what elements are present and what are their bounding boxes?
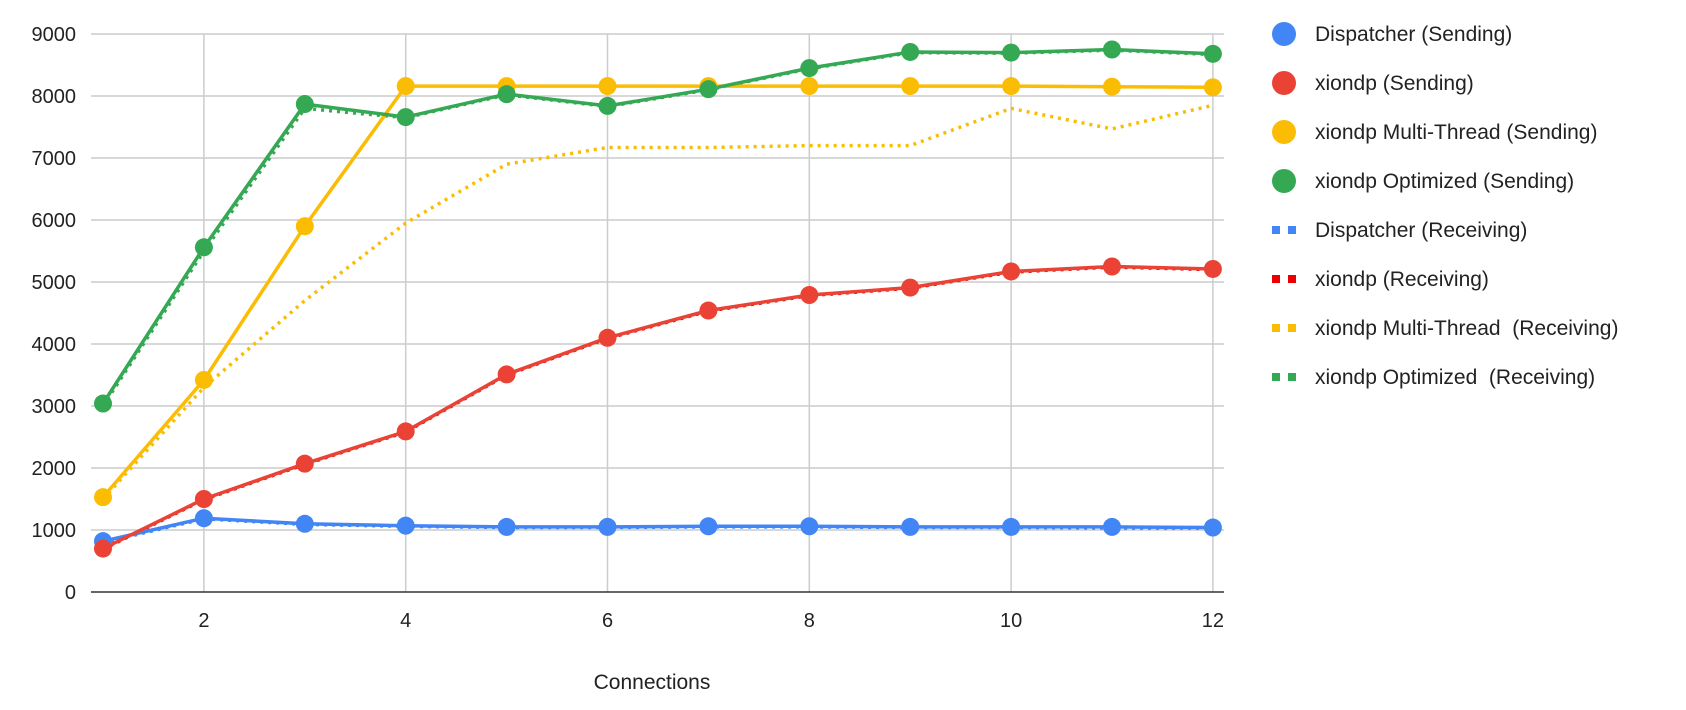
- data-point: [396, 422, 415, 441]
- data-point: [1103, 40, 1121, 59]
- y-tick-label: 7000: [32, 148, 77, 170]
- x-tick-label: 6: [602, 610, 613, 632]
- y-tick-label: 2000: [32, 458, 77, 480]
- data-point: [800, 77, 819, 96]
- legend-label: Dispatcher (Receiving): [1315, 219, 1527, 242]
- y-tick-label: 1000: [32, 520, 77, 542]
- data-point: [94, 394, 112, 413]
- legend-swatch: [1272, 22, 1296, 46]
- x-tick-label: 12: [1202, 610, 1224, 632]
- data-point: [1203, 259, 1222, 278]
- data-point: [1203, 78, 1222, 97]
- data-point: [901, 517, 920, 536]
- legend-swatch: [1272, 120, 1296, 144]
- data-point: [598, 96, 617, 115]
- data-point: [800, 517, 819, 536]
- y-tick-label: 8000: [32, 86, 77, 108]
- data-point: [94, 488, 112, 507]
- x-tick-label: 8: [804, 610, 815, 632]
- legend-swatch: [1272, 373, 1280, 381]
- series-line: [101, 103, 1214, 501]
- data-point: [497, 517, 516, 536]
- data-point: [497, 85, 516, 104]
- y-tick-label: 3000: [32, 396, 77, 418]
- data-point: [194, 490, 213, 508]
- series-line: [102, 516, 1213, 543]
- data-point: [295, 514, 314, 533]
- legend-swatch: [1288, 373, 1296, 381]
- data-point: [396, 108, 415, 127]
- legend-swatch: [1288, 275, 1296, 283]
- y-tick-label: 4000: [32, 334, 77, 356]
- legend-label: xiondp (Sending): [1315, 72, 1474, 95]
- data-point: [1103, 77, 1121, 96]
- series-lines: [101, 47, 1214, 551]
- data-point: [1002, 77, 1021, 96]
- data-point: [699, 517, 718, 536]
- data-point: [194, 238, 213, 257]
- legend-swatch: [1272, 71, 1296, 95]
- data-point: [1203, 518, 1222, 537]
- data-point: [295, 95, 314, 114]
- series-line: [102, 264, 1213, 551]
- data-point: [295, 454, 314, 473]
- data-point: [497, 365, 516, 384]
- legend-swatch: [1288, 324, 1296, 332]
- legend-swatch: [1272, 169, 1296, 193]
- y-tick-label: 5000: [32, 272, 77, 294]
- legend-label: xiondp (Receiving): [1315, 268, 1489, 291]
- y-tick-label: 0: [65, 582, 76, 604]
- axes: 0 1000 2000 3000 4000 5000 6000 7000 8000 9000 2 4 6…: [32, 24, 1225, 632]
- series-line: [101, 48, 1213, 407]
- data-point: [1002, 262, 1021, 281]
- legend-label: xiondp Optimized (Sending): [1315, 170, 1574, 193]
- x-tick-label: 4: [400, 610, 411, 632]
- legend-label: Dispatcher (Sending): [1315, 23, 1512, 46]
- legend: Dispatcher (Sending) xiondp (Sending) xion…: [1272, 22, 1618, 389]
- data-point: [1002, 43, 1021, 62]
- x-tick-label: 2: [198, 610, 209, 632]
- data-point: [901, 77, 920, 96]
- x-tick-label: 10: [1000, 610, 1022, 632]
- data-point: [194, 509, 213, 528]
- data-point: [901, 278, 920, 297]
- data-point: [1103, 517, 1121, 536]
- data-point: [295, 217, 314, 236]
- legend-label: xiondp Optimized (Receiving): [1315, 366, 1595, 389]
- legend-swatch: [1272, 324, 1280, 332]
- data-point: [699, 301, 718, 320]
- legend-swatch: [1288, 226, 1296, 234]
- data-point: [901, 42, 920, 61]
- data-point: [598, 77, 617, 96]
- series-markers: [94, 40, 1222, 558]
- data-point: [94, 539, 112, 558]
- series-line: [101, 47, 1213, 405]
- data-point: [1203, 44, 1222, 63]
- data-point: [598, 328, 617, 347]
- data-point: [699, 80, 718, 99]
- legend-label: xiondp Multi-Thread (Receiving): [1315, 317, 1618, 340]
- series-line: [102, 265, 1213, 551]
- data-point: [194, 370, 213, 389]
- legend-swatch: [1272, 226, 1280, 234]
- data-point: [800, 59, 819, 78]
- series-line: [101, 84, 1213, 499]
- y-tick-label: 9000: [32, 24, 77, 46]
- legend-swatch: [1272, 275, 1280, 283]
- legend-label: xiondp Multi-Thread (Sending): [1315, 121, 1597, 144]
- data-point: [800, 286, 819, 305]
- y-tick-label: 6000: [32, 210, 77, 232]
- data-point: [1103, 257, 1121, 276]
- data-point: [396, 77, 415, 96]
- x-axis-title: Connections: [594, 671, 711, 694]
- grid: [91, 33, 1224, 592]
- data-point: [1002, 517, 1021, 536]
- data-point: [598, 517, 617, 536]
- data-point: [396, 516, 415, 535]
